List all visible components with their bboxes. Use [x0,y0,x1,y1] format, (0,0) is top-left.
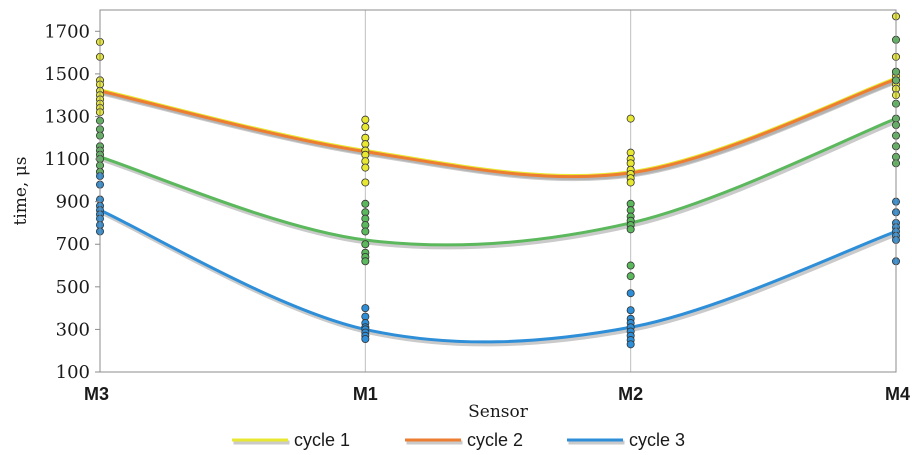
y-tick-label: 1500 [44,64,90,85]
x-tick-label: M1 [353,384,378,404]
data-point [361,178,370,187]
series-curve [99,208,897,344]
data-point [626,178,635,187]
data-point [626,306,635,315]
y-tick-label: 100 [56,362,90,383]
series-curve [99,76,897,178]
data-point [361,123,370,132]
data-point [361,227,370,236]
data-point [626,289,635,298]
data-point [361,257,370,266]
data-points [96,12,901,349]
curve-shadow [100,119,899,250]
curve-shadow [101,79,899,182]
y-tick-label: 1100 [44,149,90,170]
data-point [361,240,370,249]
data-point [626,261,635,270]
legend-label: cycle 1 [294,430,350,450]
y-tick-label: 700 [56,234,90,255]
curve-shadow [100,210,899,347]
x-axis-ticks: M3 M1 M2 M4 [84,384,910,404]
y-axis-ticks: 100 300 500 700 900 1100 1300 1500 1700 [44,21,100,383]
plot-border [99,9,897,373]
series-curve [99,77,897,179]
data-point [361,163,370,172]
data-point [361,199,370,208]
y-tick-label: 1300 [44,106,90,127]
plot-frame [99,9,897,373]
legend: cycle 1 cycle 2 cycle 3 [232,430,685,450]
y-axis-title: time, μs [11,156,31,225]
series-curve [99,117,897,247]
x-tick-label: M4 [885,384,910,404]
data-point [626,114,635,123]
data-point [361,334,370,343]
data-point [626,225,635,234]
y-tick-label: 1700 [44,21,90,42]
data-point [361,115,370,124]
gridlines [364,10,632,372]
x-axis-title: Sensor [468,402,529,422]
x-tick-label: M3 [84,384,109,404]
data-point [361,304,370,313]
data-point [626,272,635,281]
y-tick-label: 900 [56,192,90,213]
trend-curves [99,76,899,347]
data-point [626,340,635,349]
legend-label: cycle 2 [467,430,523,450]
y-tick-label: 300 [56,319,90,340]
legend-label: cycle 3 [629,430,685,450]
x-tick-label: M2 [618,384,643,404]
y-tick-label: 500 [56,277,90,298]
